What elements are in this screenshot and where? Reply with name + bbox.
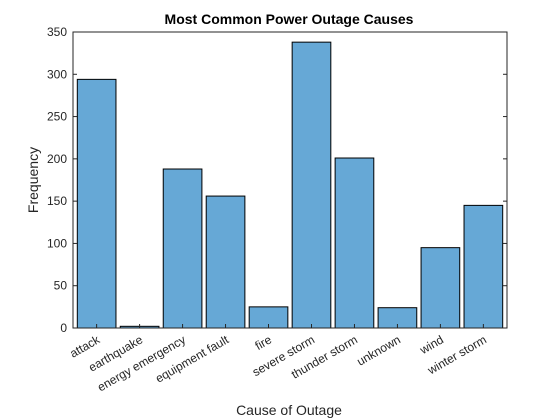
chart-title: Most Common Power Outage Causes: [165, 11, 414, 27]
y-tick-label: 300: [47, 67, 67, 81]
bar-thunder-storm: [334, 157, 375, 329]
bar-severe-storm: [291, 41, 332, 329]
y-tick-label: 250: [47, 110, 67, 124]
x-tick-label: fire: [253, 332, 275, 353]
y-tick-label: 0: [60, 321, 67, 335]
bars-group: [76, 41, 504, 329]
x-axis-label: Cause of Outage: [236, 402, 342, 418]
y-axis-label: Frequency: [25, 147, 41, 213]
x-tick-label: unknown: [354, 332, 403, 368]
y-tick-label: 50: [54, 279, 68, 293]
plot-box: [72, 31, 508, 329]
bar-winter-storm: [463, 204, 504, 329]
bar-wind: [420, 247, 461, 329]
y-tick-label: 150: [47, 194, 67, 208]
y-tick-label: 350: [47, 25, 67, 39]
bar-attack: [76, 78, 117, 329]
y-tick-label: 100: [47, 236, 67, 250]
bar-energy-emergency: [162, 168, 203, 329]
x-tick-label: equipment fault: [153, 332, 232, 385]
x-tick-label: wind: [417, 332, 446, 357]
y-axis-ticks: 0 50 100 150 200 250 300 350: [47, 25, 507, 335]
bar-equipment-fault: [205, 195, 246, 329]
y-tick-label: 200: [47, 152, 67, 166]
